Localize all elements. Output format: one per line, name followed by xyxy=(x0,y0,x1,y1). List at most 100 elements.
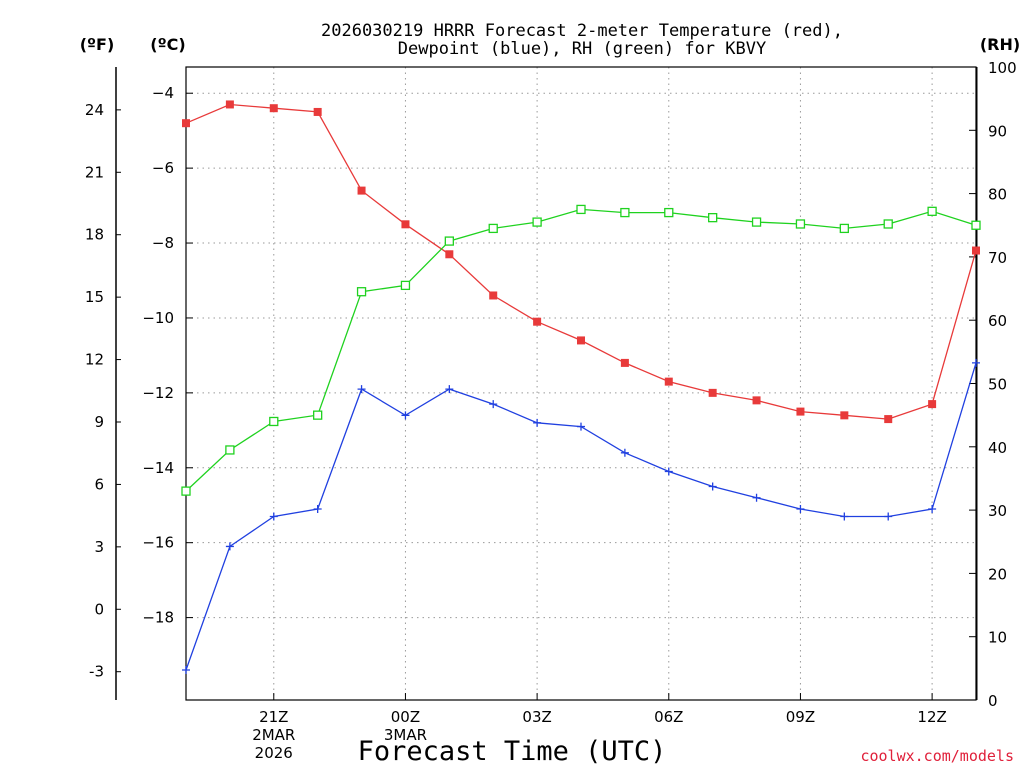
x-tick-label: 3MAR xyxy=(384,726,427,744)
rh-tick-label: 40 xyxy=(988,439,1007,457)
rh-tick-label: 10 xyxy=(988,629,1007,647)
temperature-point xyxy=(577,336,585,345)
chart-title-line1: 2026030219 HRRR Forecast 2-meter Tempera… xyxy=(321,21,843,41)
rh-tick-label: 100 xyxy=(988,59,1017,77)
rh-tick-label: 20 xyxy=(988,565,1007,583)
temperature-point xyxy=(313,107,322,116)
celsius-axis-label: (ºC) xyxy=(150,35,185,54)
celsius-tick-label: −6 xyxy=(152,159,174,177)
x-axis-title: Forecast Time (UTC) xyxy=(358,736,667,767)
dewpoint-point xyxy=(840,512,849,521)
rh-point xyxy=(313,410,323,420)
temperature-point xyxy=(357,186,366,195)
rh-point xyxy=(883,219,893,229)
chart-title-line2: Dewpoint (blue), RH (green) for KBVY xyxy=(398,39,766,59)
x-tick-label: 2MAR xyxy=(252,726,295,744)
celsius-tick-label: −16 xyxy=(142,534,174,552)
temperature-point xyxy=(533,317,542,326)
dewpoint-point xyxy=(884,512,893,521)
celsius-tick-label: −18 xyxy=(142,609,174,627)
x-tick-label: 21Z xyxy=(259,708,288,726)
x-tick-label: 03Z xyxy=(522,708,551,726)
dewpoint-point xyxy=(708,482,717,491)
x-tick-label: 12Z xyxy=(917,708,946,726)
dewpoint-point xyxy=(182,666,190,675)
x-tick-label: 06Z xyxy=(654,708,683,726)
credit-text: coolwx.com/models xyxy=(860,747,1014,765)
rh-axis-label: (RH) xyxy=(980,35,1020,54)
rh-point xyxy=(664,207,674,218)
rh-point xyxy=(971,220,981,230)
rh-point xyxy=(444,236,454,246)
rh-tick-label: 90 xyxy=(988,122,1007,140)
temperature-point xyxy=(840,411,849,420)
temperature-point xyxy=(884,415,893,424)
dewpoint-point xyxy=(928,504,937,513)
temperature-point xyxy=(972,246,980,255)
dewpoint-point xyxy=(533,418,542,427)
rh-point xyxy=(181,486,191,496)
dewpoint-point xyxy=(664,467,673,476)
dewpoint-point xyxy=(313,504,322,513)
x-tick-label: 09Z xyxy=(786,708,815,726)
fahrenheit-tick-label: 21 xyxy=(85,163,104,181)
dewpoint-point xyxy=(577,422,585,431)
fahrenheit-tick-label: 6 xyxy=(94,475,104,493)
rh-tick-label: 50 xyxy=(988,376,1007,394)
axis-ticks: −4−6−8−10−12−14−16−1824211815129630-3100… xyxy=(85,59,1017,710)
fahrenheit-tick-label: 15 xyxy=(85,288,104,306)
fahrenheit-tick-label: 24 xyxy=(85,101,104,119)
temperature-point xyxy=(182,119,190,128)
temperature-point xyxy=(928,400,937,409)
rh-point xyxy=(225,445,235,455)
rh-point xyxy=(576,204,586,215)
temperature-point xyxy=(445,250,454,259)
rh-point xyxy=(708,213,718,223)
rh-point xyxy=(400,280,411,291)
temperature-point xyxy=(796,407,805,416)
dewpoint-point xyxy=(357,385,366,394)
celsius-tick-label: −4 xyxy=(152,84,174,102)
fahrenheit-tick-label: 18 xyxy=(85,226,104,244)
celsius-tick-label: −14 xyxy=(142,459,174,477)
temperature-point xyxy=(225,100,234,109)
dewpoint-point xyxy=(972,358,980,367)
rh-point xyxy=(839,223,849,234)
rh-tick-label: 60 xyxy=(988,312,1007,330)
temperature-point xyxy=(752,396,761,405)
temperature-point xyxy=(620,358,629,367)
dewpoint-point xyxy=(620,448,629,457)
temperature-point xyxy=(269,104,278,113)
temperature-point xyxy=(401,220,410,229)
fahrenheit-tick-label: 3 xyxy=(94,538,104,556)
x-tick-label: 00Z xyxy=(391,708,420,726)
dewpoint-point xyxy=(445,385,454,394)
fahrenheit-tick-label: 9 xyxy=(94,413,104,431)
celsius-tick-label: −8 xyxy=(152,234,174,252)
temperature-series-line xyxy=(185,103,977,420)
fahrenheit-tick-label: 0 xyxy=(94,600,104,618)
plot-frame xyxy=(185,66,977,701)
rh-point xyxy=(269,416,279,427)
dewpoint-point xyxy=(752,493,761,502)
dewpoint-series-line xyxy=(185,362,977,671)
fahrenheit-tick-label: -3 xyxy=(89,663,104,681)
data-series xyxy=(181,100,981,675)
rh-series-line xyxy=(185,208,977,492)
rh-point xyxy=(620,207,630,218)
rh-tick-label: 70 xyxy=(988,249,1007,267)
rh-tick-label: 0 xyxy=(988,692,998,710)
rh-tick-label: 30 xyxy=(988,502,1007,520)
dewpoint-point xyxy=(225,542,234,551)
celsius-tick-label: −10 xyxy=(142,309,174,327)
temperature-point xyxy=(664,377,673,386)
temperature-point xyxy=(708,388,717,397)
celsius-tick-label: −12 xyxy=(142,384,174,402)
dewpoint-point xyxy=(796,504,805,513)
temperature-point xyxy=(489,291,498,300)
dewpoint-point xyxy=(489,400,498,409)
dewpoint-point xyxy=(401,411,410,420)
grid-lines xyxy=(186,67,976,700)
